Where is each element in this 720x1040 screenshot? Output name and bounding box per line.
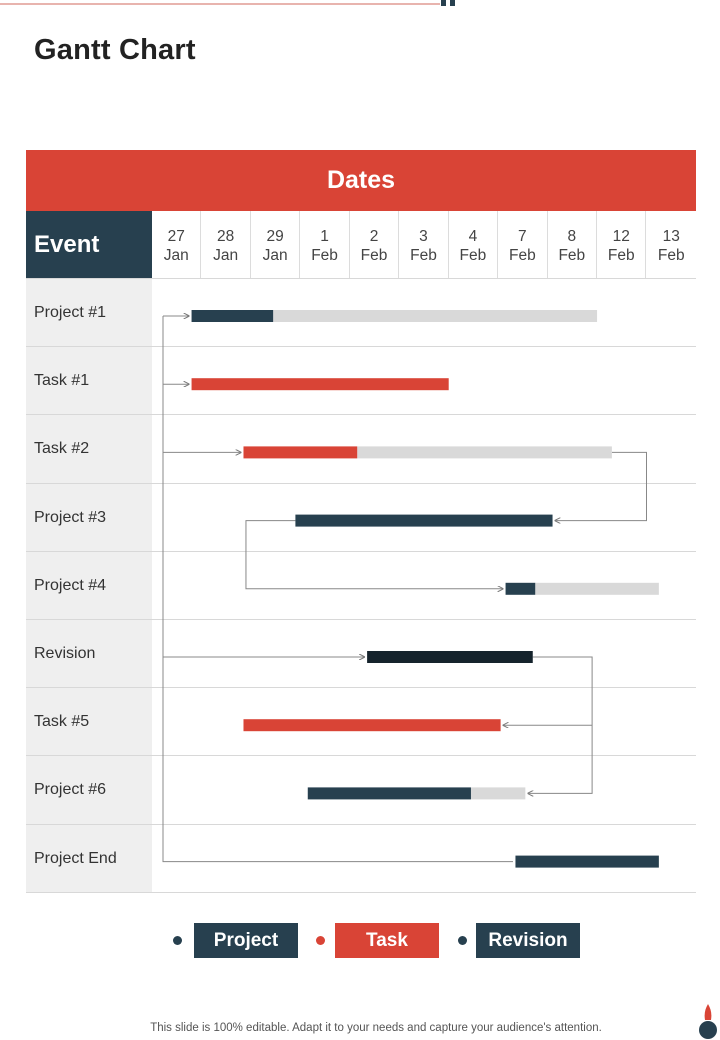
date-column-header: 12 Feb <box>597 211 647 279</box>
date-column-header: 1 Feb <box>300 211 350 279</box>
date-day: 7 <box>518 228 527 245</box>
header-divider <box>26 278 696 279</box>
row-divider <box>26 550 696 552</box>
gantt-bar <box>243 719 501 732</box>
date-column-header: 4 Feb <box>449 211 499 279</box>
gantt-bar-remaining <box>357 446 612 459</box>
date-column-header: 28 Jan <box>201 211 251 279</box>
date-month: Feb <box>509 247 536 264</box>
row-divider <box>26 687 696 689</box>
gantt-bar <box>295 514 553 527</box>
date-day: 2 <box>369 228 379 245</box>
row-label: Task #5 <box>34 713 90 731</box>
row-divider <box>26 891 696 893</box>
gantt-bar-remaining <box>535 582 659 595</box>
connector-arrow <box>555 451 647 520</box>
row-label: Project #4 <box>34 576 107 594</box>
gantt-bar-remaining <box>273 310 598 322</box>
row-divider <box>26 823 696 825</box>
date-day: 1 <box>320 228 329 245</box>
event-column <box>26 279 152 893</box>
date-month: Feb <box>657 247 685 264</box>
date-day: 4 <box>468 228 478 245</box>
legend-dot <box>316 936 325 945</box>
date-day: 27 <box>167 228 185 245</box>
date-month: Feb <box>311 247 338 264</box>
top-decor-line <box>0 3 440 5</box>
row-divider <box>26 414 696 416</box>
row-divider <box>26 755 696 757</box>
date-month: Jan <box>163 247 189 264</box>
date-month: Feb <box>410 247 437 264</box>
gantt-bar <box>243 446 358 459</box>
legend-item-revision: Revision <box>476 923 580 958</box>
top-decor-square <box>441 0 446 6</box>
date-month: Feb <box>558 247 586 264</box>
connector-arrow <box>245 520 503 589</box>
date-day: 29 <box>266 228 284 245</box>
dates-header: Dates <box>26 150 696 211</box>
gantt-bar <box>191 310 274 322</box>
row-label: Task #2 <box>34 440 90 458</box>
row-label: Project #6 <box>34 781 107 799</box>
gantt-bar <box>307 787 471 800</box>
row-divider <box>26 346 696 348</box>
date-day: 3 <box>419 228 428 245</box>
gantt-bar <box>191 378 449 391</box>
date-month: Feb <box>459 247 487 264</box>
gantt-bar-remaining <box>470 787 526 800</box>
legend-dot <box>173 936 182 945</box>
top-decor-square <box>450 0 455 6</box>
legend-item-project: Project <box>194 923 298 958</box>
date-day: 8 <box>567 228 577 245</box>
gantt-bar <box>515 855 659 868</box>
legend-item-task: Task <box>335 923 439 958</box>
date-column-header: 29 Jan <box>251 211 301 279</box>
date-day: 28 <box>217 228 235 245</box>
event-header: Event <box>26 211 152 279</box>
page-title: Gantt Chart <box>34 34 196 66</box>
date-column-header: 2 Feb <box>350 211 400 279</box>
date-column-header: 13 Feb <box>647 211 696 279</box>
legend-dot <box>458 936 467 945</box>
date-column-header: 27 Jan <box>152 211 202 279</box>
row-label: Project #3 <box>34 508 107 526</box>
date-month: Jan <box>213 247 239 264</box>
row-label: Project #1 <box>34 304 107 321</box>
date-day: 13 <box>662 228 680 245</box>
row-divider <box>26 482 696 484</box>
date-column-header: 7 Feb <box>498 211 548 279</box>
rocket-logo-icon <box>699 1004 717 1039</box>
row-label: Revision <box>34 645 96 662</box>
date-column-header: 8 Feb <box>548 211 598 279</box>
row-label: Task #1 <box>34 372 90 390</box>
connector-line <box>162 316 513 863</box>
date-day: 12 <box>612 228 630 245</box>
gantt-bar <box>505 582 536 595</box>
date-column-header: 3 Feb <box>399 211 449 279</box>
date-month: Feb <box>360 247 388 264</box>
row-label: Project End <box>34 849 117 867</box>
date-month: Feb <box>607 247 635 264</box>
row-divider <box>26 619 696 620</box>
date-month: Jan <box>262 247 288 264</box>
gantt-bar <box>367 651 533 663</box>
footer-text: This slide is 100% editable. Adapt it to… <box>150 1022 602 1034</box>
